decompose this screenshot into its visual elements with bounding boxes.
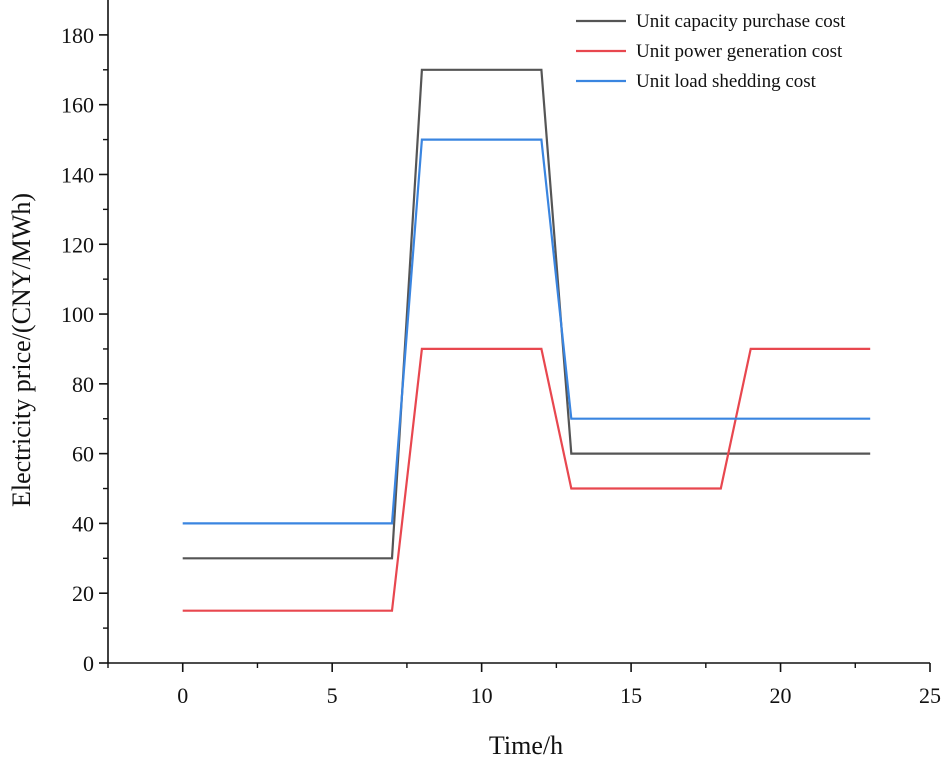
x-tick-label: 10 <box>471 683 493 708</box>
y-axis-title: Electricity price/(CNY/MWh) <box>7 193 36 507</box>
y-tick-label: 0 <box>83 651 94 676</box>
x-tick-label: 20 <box>770 683 792 708</box>
series-lines <box>182 68 871 612</box>
y-tick-label: 120 <box>61 232 94 257</box>
legend-label-1: Unit capacity purchase cost <box>636 11 846 32</box>
y-tick-label: 180 <box>61 23 94 48</box>
y-tick-label: 160 <box>61 93 94 118</box>
x-tick-label: 25 <box>919 683 941 708</box>
y-tick-label: 20 <box>72 581 94 606</box>
y-tick-label: 40 <box>72 511 94 536</box>
y-tick-label: 140 <box>61 162 94 187</box>
y-tick-label: 80 <box>72 372 94 397</box>
series-line-2 <box>182 347 871 612</box>
y-tick-label: 60 <box>72 442 94 467</box>
series-line-1 <box>182 68 871 560</box>
x-axis-title: Time/h <box>489 731 563 760</box>
y-tick-label: 100 <box>61 302 94 327</box>
x-tick-label: 15 <box>620 683 642 708</box>
legend-label-2: Unit power generation cost <box>636 41 843 62</box>
legend-label-3: Unit load shedding cost <box>636 71 817 92</box>
x-tick-label: 0 <box>177 683 188 708</box>
legend: Unit capacity purchase cost Unit power ge… <box>576 11 846 92</box>
series-line-3 <box>182 138 871 525</box>
x-tick-label: 5 <box>327 683 338 708</box>
axes: 0 20 40 60 80 100 120 140 160 180 0 5 10 15 20 25 <box>61 0 941 708</box>
